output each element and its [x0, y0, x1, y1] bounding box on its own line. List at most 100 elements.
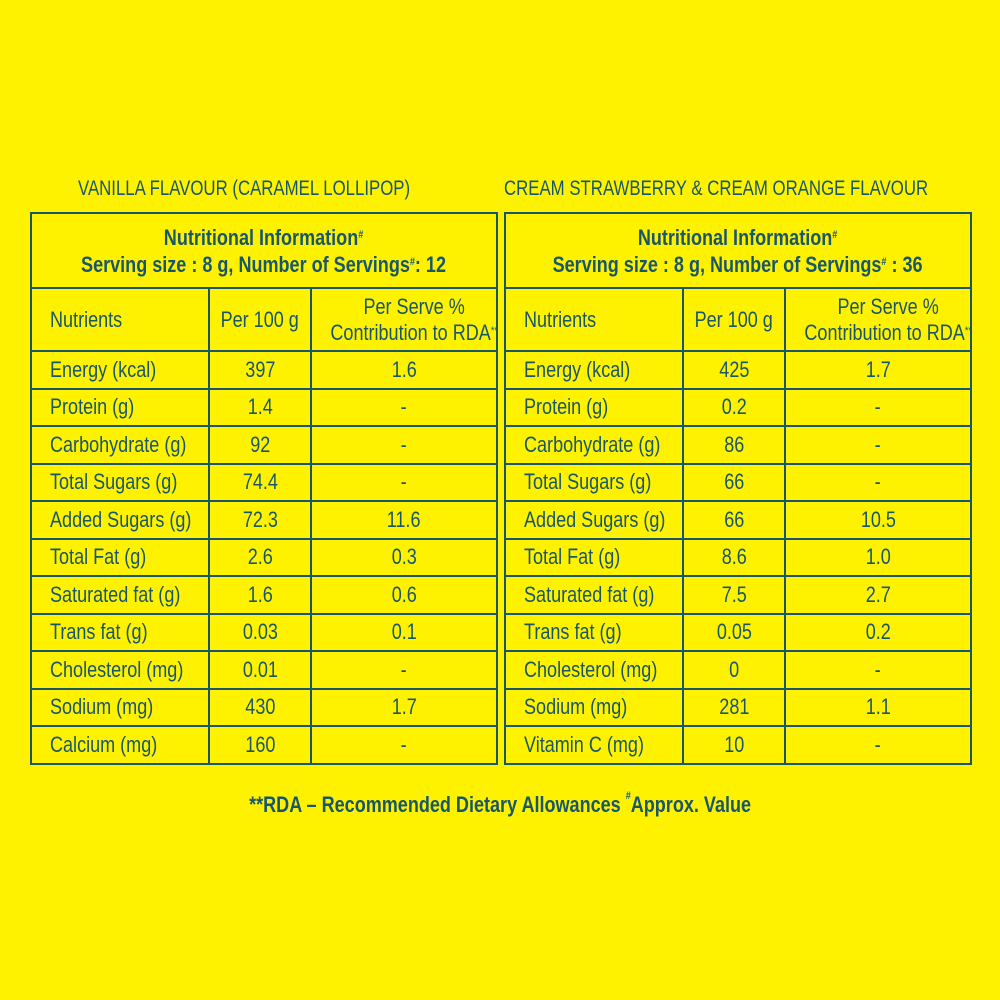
table-row: Sodium (mg) 430 1.7: [30, 687, 498, 727]
per-100g-value: 0.03: [208, 612, 312, 652]
per-100g-value: 430: [208, 687, 312, 727]
nutrient-name: Saturated fat (g): [30, 575, 210, 615]
rda-value: 10.5: [783, 500, 973, 540]
table-row: Saturated fat (g) 7.5 2.7: [504, 575, 973, 615]
table-row: Added Sugars (g) 66 10.5: [504, 500, 973, 540]
table-row: Vitamin C (mg) 10 -: [504, 725, 973, 765]
table-row: Cholesterol (mg) 0 -: [504, 650, 973, 690]
table-heading: Nutritional Information# Serving size : …: [503, 212, 973, 289]
table-row: Total Fat (g) 8.6 1.0: [504, 537, 973, 577]
nutrient-name: Energy (kcal): [504, 350, 684, 390]
column-header-row: Nutrients Per 100 g Per Serve % Contribut…: [30, 287, 498, 352]
footnote: **RDA – Recommended Dietary Allowances #…: [249, 790, 751, 817]
table-row: Protein (g) 0.2 -: [504, 387, 973, 427]
per-100g-value: 66: [682, 462, 786, 502]
per-100g-value: 0.01: [208, 650, 312, 690]
table-row: Energy (kcal) 425 1.7: [504, 350, 973, 390]
table-row: Carbohydrate (g) 86 -: [504, 425, 973, 465]
rda-value: -: [310, 650, 498, 690]
nutrient-name: Cholesterol (mg): [30, 650, 210, 690]
rda-value: -: [310, 425, 498, 465]
column-header-rda: Per Serve % Contribution to RDA**: [310, 287, 498, 352]
per-100g-value: 425: [682, 350, 786, 390]
flavour-title: VANILLA FLAVOUR (CARAMEL LOLLIPOP): [78, 177, 411, 200]
rda-value: -: [783, 725, 973, 765]
table-row: Total Sugars (g) 66 -: [504, 462, 973, 502]
per-100g-value: 160: [208, 725, 312, 765]
nutrition-table: Nutritional Information# Serving size : …: [503, 212, 973, 765]
column-header-per-100g: Per 100 g: [208, 287, 312, 352]
rda-value: -: [783, 387, 973, 427]
table-row: Total Fat (g) 2.6 0.3: [30, 537, 498, 577]
rda-value: -: [783, 425, 973, 465]
per-100g-value: 0.05: [682, 612, 786, 652]
rda-value: -: [783, 650, 973, 690]
per-100g-value: 72.3: [208, 500, 312, 540]
table-row: Energy (kcal) 397 1.6: [30, 350, 498, 390]
rda-value: 0.6: [310, 575, 498, 615]
column-header-nutrients: Nutrients: [30, 287, 210, 352]
nutrient-name: Added Sugars (g): [30, 500, 210, 540]
column-header-per-100g: Per 100 g: [682, 287, 786, 352]
rda-value: 1.1: [783, 687, 973, 727]
table-row: Carbohydrate (g) 92 -: [30, 425, 498, 465]
nutrient-name: Trans fat (g): [504, 612, 684, 652]
table-row: Saturated fat (g) 1.6 0.6: [30, 575, 498, 615]
nutrient-name: Cholesterol (mg): [504, 650, 684, 690]
nutrient-name: Total Fat (g): [30, 537, 210, 577]
per-100g-value: 397: [208, 350, 312, 390]
per-100g-value: 2.6: [208, 537, 312, 577]
table-row: Total Sugars (g) 74.4 -: [30, 462, 498, 502]
table-row: Trans fat (g) 0.05 0.2: [504, 612, 973, 652]
nutrient-name: Sodium (mg): [30, 687, 210, 727]
per-100g-value: 1.6: [208, 575, 312, 615]
per-100g-value: 10: [682, 725, 786, 765]
nutrient-name: Added Sugars (g): [504, 500, 684, 540]
nutrient-name: Total Sugars (g): [504, 462, 684, 502]
column-header-rda: Per Serve % Contribution to RDA**: [783, 287, 973, 352]
per-100g-value: 74.4: [208, 462, 312, 502]
rda-value: 11.6: [310, 500, 498, 540]
nutrient-name: Carbohydrate (g): [504, 425, 684, 465]
nutrition-table: Nutritional Information# Serving size : …: [30, 212, 498, 765]
table-heading: Nutritional Information# Serving size : …: [30, 212, 498, 289]
nutrient-name: Protein (g): [504, 387, 684, 427]
column-header-nutrients: Nutrients: [504, 287, 684, 352]
nutrient-name: Calcium (mg): [30, 725, 210, 765]
table-row: Sodium (mg) 281 1.1: [504, 687, 973, 727]
per-100g-value: 86: [682, 425, 786, 465]
rda-value: 0.1: [310, 612, 498, 652]
table-row: Protein (g) 1.4 -: [30, 387, 498, 427]
flavour-title: CREAM STRAWBERRY & CREAM ORANGE FLAVOUR: [504, 177, 929, 200]
table-row: Trans fat (g) 0.03 0.1: [30, 612, 498, 652]
rda-value: 1.0: [783, 537, 973, 577]
nutrient-name: Sodium (mg): [504, 687, 684, 727]
nutrient-name: Total Fat (g): [504, 537, 684, 577]
rda-value: 1.6: [310, 350, 498, 390]
cream-nutrition-panel: CREAM STRAWBERRY & CREAM ORANGE FLAVOUR …: [503, 176, 973, 765]
rda-value: 1.7: [310, 687, 498, 727]
per-100g-value: 7.5: [682, 575, 786, 615]
table-row: Cholesterol (mg) 0.01 -: [30, 650, 498, 690]
nutrient-name: Trans fat (g): [30, 612, 210, 652]
rda-value: 0.2: [783, 612, 973, 652]
rda-value: -: [310, 387, 498, 427]
per-100g-value: 0: [682, 650, 786, 690]
per-100g-value: 92: [208, 425, 312, 465]
per-100g-value: 0.2: [682, 387, 786, 427]
rda-value: -: [310, 462, 498, 502]
nutrient-name: Protein (g): [30, 387, 210, 427]
table-row: Added Sugars (g) 72.3 11.6: [30, 500, 498, 540]
nutrient-name: Energy (kcal): [30, 350, 210, 390]
per-100g-value: 1.4: [208, 387, 312, 427]
rda-value: 2.7: [783, 575, 973, 615]
rda-value: -: [783, 462, 973, 502]
nutrient-name: Total Sugars (g): [30, 462, 210, 502]
column-header-row: Nutrients Per 100 g Per Serve % Contribut…: [504, 287, 973, 352]
rda-value: 1.7: [783, 350, 973, 390]
table-row: Calcium (mg) 160 -: [30, 725, 498, 765]
per-100g-value: 8.6: [682, 537, 786, 577]
vanilla-nutrition-panel: VANILLA FLAVOUR (CARAMEL LOLLIPOP) Nutri…: [30, 176, 498, 765]
rda-value: -: [310, 725, 498, 765]
per-100g-value: 66: [682, 500, 786, 540]
